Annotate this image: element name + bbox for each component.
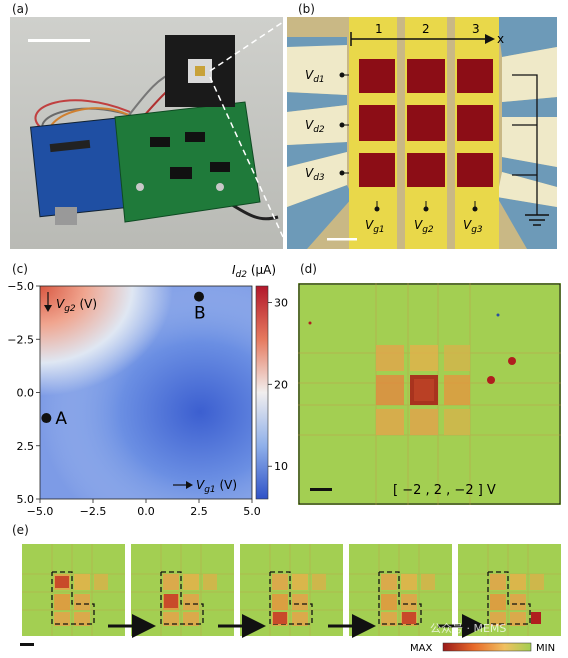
panel-e-label: (e) [12,523,29,537]
x-tick-label: 2.5 [190,505,208,518]
panel-a-label: (a) [12,2,29,16]
panel-b-label: (b) [298,2,315,16]
col-label-1: 1 [375,22,383,36]
point-label-b: B [194,304,206,324]
legend-max-label: MAX [410,643,432,654]
frame-3 [239,543,344,637]
y-tick-label: −2.5 [7,333,34,346]
x-tick-label: −5.0 [27,505,54,518]
bias-caption: [ −2 , 2 , −2 ] V [393,483,496,498]
ylabel-vg2: Vg2 (V) [56,297,97,314]
legend-colorbar [442,642,532,652]
y-tick-label: −5.0 [7,280,34,293]
heatmap-field [40,286,252,499]
x-tick-label: 5.0 [243,505,261,518]
colorbar [255,285,269,500]
legend-min-label: MIN [536,643,555,654]
y-tick-label: 5.0 [17,493,35,506]
point-b [194,291,204,302]
scale-bar-d [310,488,332,491]
panel-c-chart: −5.0 −2.5 0.0 2.5 5.0 −5.0 −2.5 0.0 2.5 5.0 A B V… [0,262,292,520]
x-axis-label: x [497,32,504,46]
col-label-2: 2 [422,22,430,36]
scale-bar [28,39,90,42]
frame-2 [130,543,235,637]
col-label-3: 3 [472,22,480,36]
scale-bar-e [20,643,34,646]
y-tick-label: 0.0 [17,387,35,400]
x-tick-label: −2.5 [80,505,107,518]
x-tick-label: 0.0 [137,505,155,518]
panel-b-micrograph: 1 2 3 x Vd1 Vd2 Vd3 Vg1 Vg2 Vg3 [287,17,557,249]
watermark: 公众号 · MEMS [430,622,506,635]
green-pcb [114,101,261,223]
colorbar-tick-label: 30 [274,296,288,309]
colorbar-tick-label: 20 [274,378,288,391]
vd1-label: Vd1 [305,68,325,85]
frame-1 [21,543,126,637]
vd3-label: Vd3 [305,166,325,183]
vd2-label: Vd2 [305,118,325,135]
vg3-label: Vg3 [463,218,483,235]
frame-4 [348,543,453,637]
panel-e-sequence: MAX MIN 公众号 · MEMS [0,540,568,654]
panel-d-label: (d) [300,262,317,276]
channel-array [359,59,493,187]
y-tick-label: 2.5 [17,440,35,453]
xlabel-vg1: Vg1 (V) [196,478,237,495]
point-label-a: A [55,409,67,429]
scale-bar-b [327,238,357,241]
point-a [41,413,52,424]
panel-d-image: [ −2 , 2 , −2 ] V [298,283,561,505]
frame-5 [457,543,562,637]
vg2-label: Vg2 [414,218,434,235]
vg1-label: Vg1 [365,218,385,235]
colorbar-label: Id2 (μA) [232,263,276,280]
panel-a-photo [10,17,284,249]
colorbar-tick-label: 10 [274,460,288,473]
panel-c-label: (c) [12,262,28,276]
